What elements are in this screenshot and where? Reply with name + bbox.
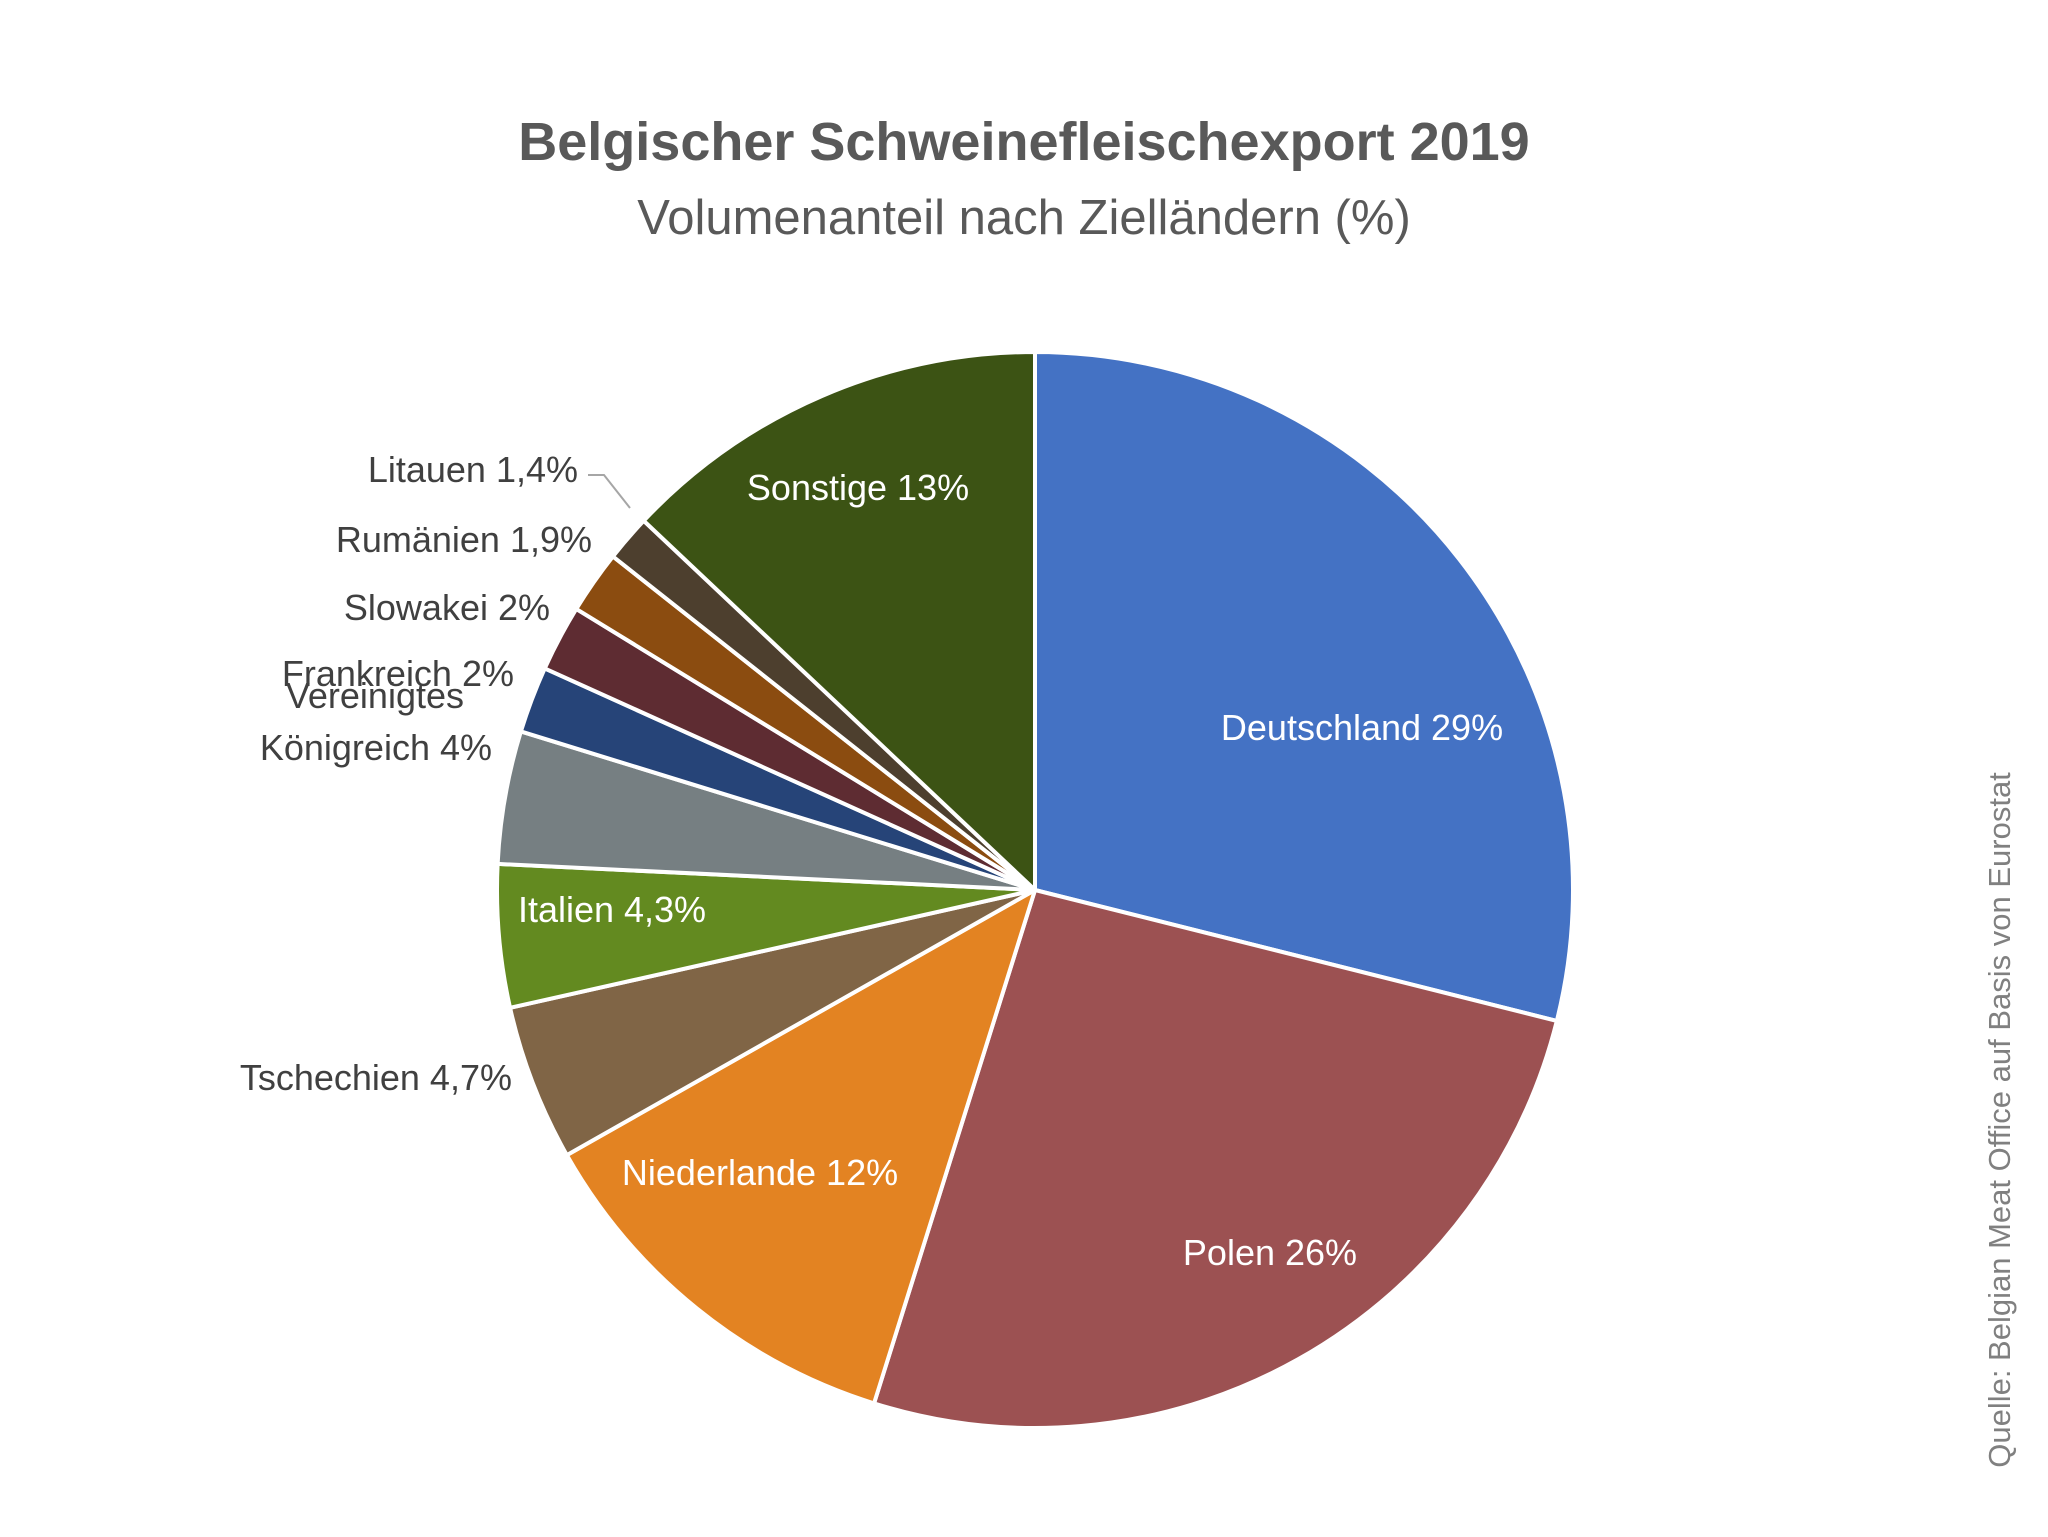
slice-label-deutschland: Deutschland 29% [1221,707,1503,748]
leader-line-litauen [588,474,631,509]
pie-slice-polen [872,888,1559,1430]
pie-slices [495,350,1575,1430]
slice-label-rumaenien: Rumänien 1,9% [336,519,592,560]
slice-label-line: Litauen 1,4% [368,449,578,490]
chart-subtitle: Volumenanteil nach Zielländern (%) [637,191,1411,245]
slice-labels: Deutschland 29% Polen 26% Niederlande 12% T… [240,449,1503,1273]
chart-title: Belgischer Schweinefleischexport 2019 [518,112,1529,172]
slice-label-frankreich: Frankreich 2% [282,653,514,694]
source-note: Quelle: Belgian Meat Office auf Basis vo… [1982,772,2017,1468]
slice-label-line: Deutschland 29% [1221,707,1503,748]
pie-slice-deutschland [1033,350,1575,1023]
pie-slice-sonstige [641,350,1037,892]
slice-label-litauen: Litauen 1,4% [368,449,578,490]
slice-label-vereinigtes: Vereinigtes Königreich 4% [260,675,492,768]
slice-label-line: Tschechien 4,7% [240,1057,512,1098]
slice-label-niederlande: Niederlande 12% [622,1152,898,1193]
slice-label-slowakei: Slowakei 2% [344,587,550,628]
slice-label-line: Königreich 4% [260,727,492,768]
slice-label-tschechien: Tschechien 4,7% [240,1057,512,1098]
slice-label-italien: Italien 4,3% [518,889,706,930]
slice-label-line: Frankreich 2% [282,653,514,694]
slice-label-sonstige: Sonstige 13% [747,467,969,508]
pie-slice-tschechien [508,888,1037,1158]
pie-slice-niederlande [564,888,1037,1406]
slice-label-line: Italien 4,3% [518,889,706,930]
slice-label-line: Slowakei 2% [344,587,550,628]
slice-label-line: Niederlande 12% [622,1152,898,1193]
slice-label-line: Vereinigtes [286,675,464,716]
slice-label-line: Rumänien 1,9% [336,519,592,560]
slice-label-polen: Polen 26% [1183,1232,1357,1273]
slice-label-line: Polen 26% [1183,1232,1357,1273]
slice-label-line: Sonstige 13% [747,467,969,508]
